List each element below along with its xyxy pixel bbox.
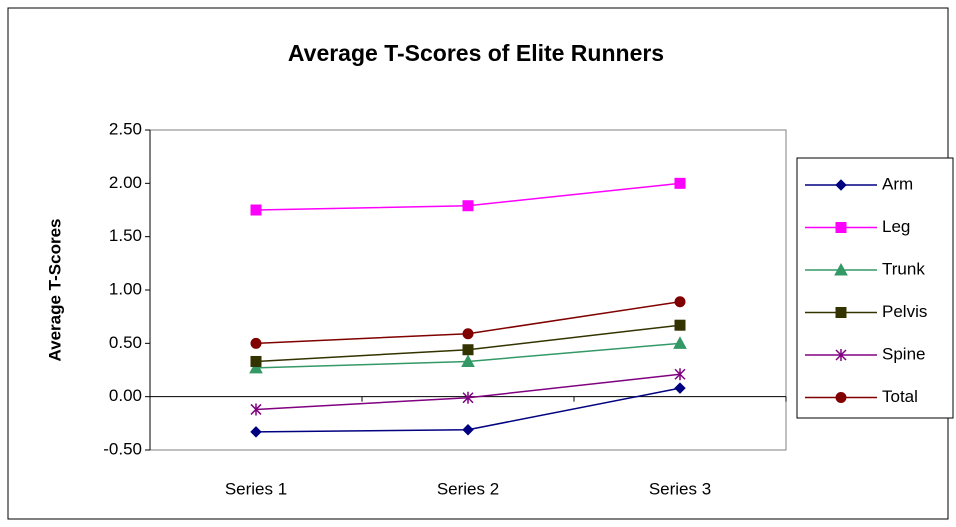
marker [462, 328, 474, 340]
marker [835, 349, 847, 361]
y-tick-label: 2.00 [109, 173, 142, 192]
marker [462, 424, 474, 436]
marker [250, 204, 262, 216]
legend-label: Total [882, 387, 918, 406]
x-tick-label: Series 1 [225, 479, 287, 498]
marker [674, 319, 686, 331]
marker [462, 200, 474, 212]
marker [250, 426, 262, 438]
y-tick-label: 1.50 [109, 226, 142, 245]
x-tick-label: Series 3 [649, 479, 711, 498]
marker [834, 262, 848, 276]
marker [673, 336, 687, 349]
y-tick-label: 2.50 [109, 119, 142, 138]
legend: Arm Leg Trunk Pelvis Spine Total [796, 157, 954, 419]
y-tick-label: 0.50 [109, 333, 142, 352]
y-tick-label: 1.00 [109, 279, 142, 298]
y-tick-label: 0.00 [109, 386, 142, 405]
marker [835, 179, 847, 191]
x-tick-label: Series 2 [437, 479, 499, 498]
marker [462, 344, 474, 356]
marker [250, 355, 262, 367]
legend-label: Trunk [882, 259, 925, 278]
chart-title: Average T-Scores of Elite Runners [288, 40, 664, 66]
legend-box [796, 157, 954, 419]
marker [461, 354, 475, 367]
marker [674, 177, 686, 189]
marker [249, 360, 263, 374]
legend-label: Leg [882, 217, 910, 236]
marker [250, 337, 262, 349]
marker [250, 403, 262, 416]
legend-label: Spine [882, 344, 925, 363]
marker [835, 307, 847, 318]
legend-label: Pelvis [882, 302, 927, 321]
marker [835, 392, 847, 403]
marker [674, 296, 686, 308]
legend-label: Arm [882, 174, 913, 193]
marker [674, 382, 686, 394]
y-tick-label: -0.50 [103, 439, 142, 458]
y-axis-label: Average T-Scores [45, 219, 64, 362]
marker [462, 391, 474, 404]
marker [835, 222, 847, 233]
marker [674, 368, 686, 381]
